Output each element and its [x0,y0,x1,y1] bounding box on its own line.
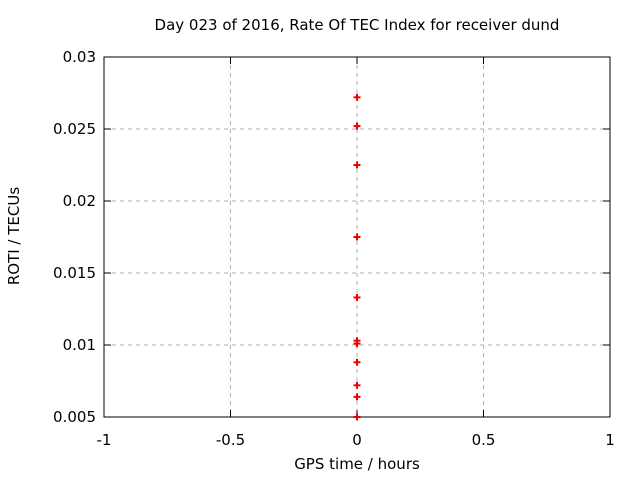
y-tick-label: 0.03 [62,48,96,66]
y-tick-label: 0.025 [53,120,96,138]
y-tick-label: 0.01 [62,336,96,354]
x-tick-label: 1 [605,431,615,449]
x-tick-label: 0.5 [471,431,496,449]
y-tick-label: 0.015 [53,264,96,282]
y-tick-label: 0.02 [62,192,96,210]
x-tick-label: -0.5 [215,431,246,449]
chart-title: Day 023 of 2016, Rate Of TEC Index for r… [154,16,560,34]
y-tick-label: 0.005 [53,408,96,426]
x-axis-label: GPS time / hours [294,455,420,473]
x-tick-label: 0 [352,431,362,449]
x-tick-label: -1 [96,431,112,449]
